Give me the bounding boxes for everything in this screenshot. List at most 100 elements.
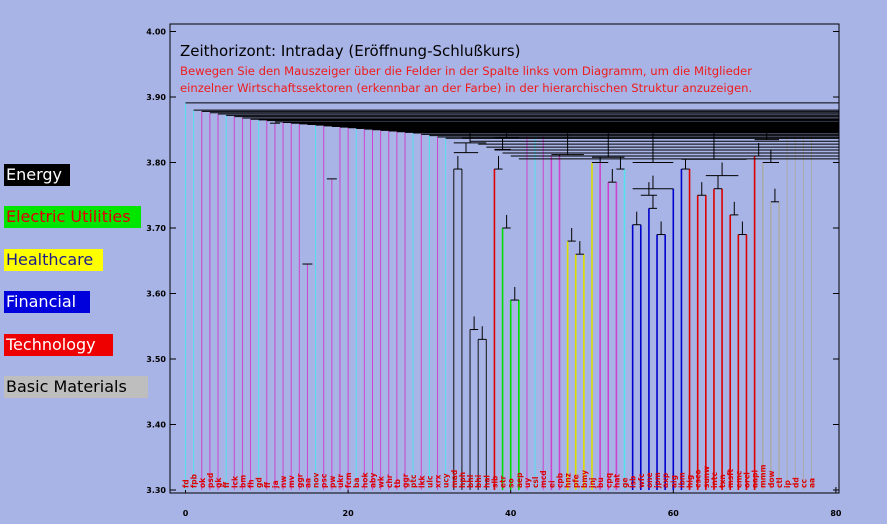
leaf-label: csl <box>531 477 540 488</box>
y-tick-label: 3.60 <box>146 290 166 299</box>
y-tick-label: 4.00 <box>146 28 166 37</box>
leaf-label: fcm <box>344 472 353 488</box>
legend-technology[interactable]: Technology <box>4 334 113 356</box>
leaf-label: fh <box>247 479 256 488</box>
leaf-label: bm <box>238 475 247 488</box>
leaf-label: axp <box>661 472 670 488</box>
legend-electric-utilities[interactable]: Electric Utilities <box>4 206 141 228</box>
leaf-label: uy <box>523 478 532 488</box>
leaf-label: hal <box>482 475 491 488</box>
leaf-label: hat <box>612 474 621 488</box>
leaf-label: aa <box>808 478 817 488</box>
leaf-label: ip <box>783 479 792 488</box>
leaf-label: ba <box>352 478 361 488</box>
leaf-label: ucy <box>442 473 451 488</box>
leaf-label: aep <box>515 472 524 488</box>
leaf-label: jpm <box>653 472 662 489</box>
x-tick-label: 40 <box>505 509 517 518</box>
leaf-label: gd <box>255 477 264 488</box>
leaf-label: hph <box>458 472 467 488</box>
leaf-label: msft <box>726 468 735 488</box>
leaf-label: ge <box>621 478 630 488</box>
dendrogram-tree <box>185 102 839 490</box>
leaf-label: hnz <box>564 473 573 488</box>
leaf-label: bu <box>596 477 605 488</box>
leaf-label: bmy <box>580 470 589 488</box>
leaf-label: xrx <box>434 474 443 488</box>
leaf-labels: fd fpb ok psd gk ff lck bm fh gd ff ja nw mv ggr aa nov p… <box>182 464 817 489</box>
leaf-label: bhl <box>466 475 475 488</box>
leaf-label: psc <box>320 474 329 488</box>
chart-title: Zeithorizont: Intraday (Eröffnung-Schluß… <box>180 42 520 60</box>
leaf-label: aby <box>368 473 377 488</box>
leaf-label: so <box>507 478 516 488</box>
plot-area <box>169 23 840 494</box>
leaf-label: ukr <box>336 474 345 488</box>
leaf-label: etr <box>499 475 508 488</box>
y-tick-label: 3.50 <box>146 355 166 364</box>
leaf-label: ei <box>547 480 556 488</box>
leaf-label: psd <box>206 473 215 488</box>
x-tick-label: 80 <box>830 509 842 518</box>
x-tick-label: 0 <box>183 509 189 518</box>
leaf-label: ulc <box>425 476 434 488</box>
y-tick-label: 3.90 <box>146 93 166 102</box>
leaf-label: ggr <box>295 473 304 488</box>
leaf-label: pw <box>328 476 337 488</box>
chart-subtitle-line-2: einzelner Wirtschaftssektoren (erkennbar… <box>180 81 752 95</box>
leaf-label: nw <box>279 476 288 488</box>
leaf-label: dow <box>767 470 776 488</box>
leaf-label: aig <box>669 475 678 488</box>
leaf-label: bhi <box>474 475 483 488</box>
leaf-label: mv <box>287 475 296 488</box>
leaf-label: hig <box>686 475 695 488</box>
leaf-label: orcl <box>742 472 751 488</box>
leaf-label: intc <box>710 472 719 488</box>
y-tick-label: 3.70 <box>146 224 166 233</box>
legend-basic-materials[interactable]: Basic Materials <box>4 376 148 398</box>
leaf-label: fpb <box>190 473 199 488</box>
leaf-label: mad <box>450 470 459 488</box>
y-tick-label: 3.30 <box>146 486 166 495</box>
leaf-label: tb <box>393 478 402 488</box>
y-tick-label: 3.80 <box>146 159 166 168</box>
leaf-label: csco <box>694 469 703 488</box>
leaf-label: dd <box>791 477 800 488</box>
leaf-label: gk <box>214 477 223 488</box>
leaf-label: nov <box>312 473 321 488</box>
leaf-label: wk <box>377 475 386 488</box>
x-tick-label: 20 <box>343 509 355 518</box>
leaf-label: aa <box>303 478 312 488</box>
axes: 3.30 3.40 3.50 3.60 3.70 3.80 3.90 4.00 0 20 40 60 8… <box>146 28 842 519</box>
leaf-label: cpq <box>604 473 613 488</box>
leaf-label: aapl <box>751 470 760 488</box>
leaf-label: ja <box>271 480 280 489</box>
leaf-label: mcd <box>539 470 548 488</box>
leaf-label: mmm <box>759 464 768 488</box>
leaf-label: cc <box>799 479 808 488</box>
leaf-label: cpb <box>555 472 564 488</box>
leaf-label: ibm <box>677 472 686 488</box>
leaf-label: ff <box>222 481 231 488</box>
leaf-label: pfe <box>572 474 581 488</box>
leaf-label: sunw <box>702 466 711 488</box>
leaf-label: chr <box>385 474 394 488</box>
legend-healthcare[interactable]: Healthcare <box>4 249 103 271</box>
leaf-label: ctl <box>775 477 784 488</box>
leaf-label: lsb <box>629 475 638 488</box>
leaf-label: lck <box>230 475 239 488</box>
leaf-label: jnj <box>588 478 597 489</box>
y-tick-label: 3.40 <box>146 421 166 430</box>
leaf-label: ggr <box>401 473 410 488</box>
leaf-label: ptc <box>409 475 418 488</box>
legend-energy[interactable]: Energy <box>4 164 70 186</box>
leaf-label: fd <box>182 479 191 488</box>
leaf-label: ff <box>263 481 272 488</box>
leaf-label: one <box>645 472 654 488</box>
legend-financial[interactable]: Financial <box>4 291 90 313</box>
x-tick-label: 60 <box>668 509 680 518</box>
leaf-label: slb <box>490 475 499 488</box>
leaf-label: txn <box>718 474 727 488</box>
leaf-label: emc <box>734 471 743 488</box>
